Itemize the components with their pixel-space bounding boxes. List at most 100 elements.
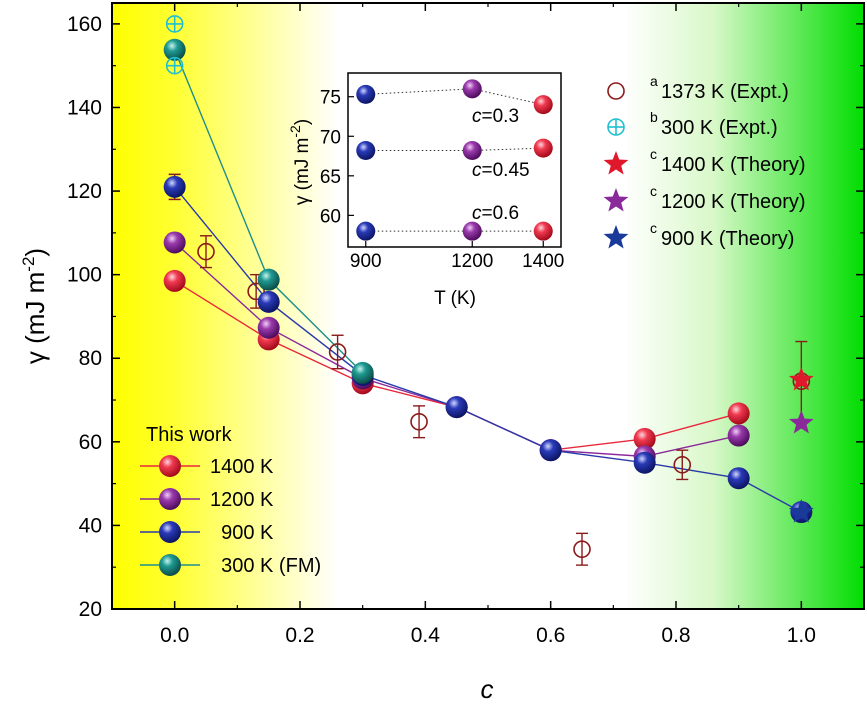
legend-label: 1373 K (Expt.) — [661, 81, 789, 103]
legend-label: 1400 K — [210, 456, 274, 478]
inset-y-tick-label: 70 — [320, 127, 341, 148]
series-2-point — [539, 439, 562, 462]
series-0-point — [727, 402, 750, 425]
watermark-text: 重庆大学图书馆 — [700, 650, 826, 671]
series-3-point — [351, 361, 374, 384]
series-3-point — [163, 38, 186, 61]
inset-y-tick-label: 60 — [320, 206, 341, 227]
legend-star-marker — [603, 188, 629, 212]
x-tick-label: 0.4 — [411, 624, 441, 647]
series-1-point — [727, 424, 750, 447]
inset-x-tick-label: 900 — [350, 251, 382, 272]
series-2-point — [445, 396, 468, 419]
y-tick-label: 140 — [67, 96, 102, 119]
expt-1373k-point — [673, 456, 692, 474]
inset-y-tick-label: 75 — [320, 88, 341, 109]
legend-star-marker — [603, 225, 629, 249]
series-2-point — [257, 290, 280, 313]
library-watermark: 重庆大学图书馆 — [667, 646, 826, 672]
series-line-2 — [174, 186, 802, 513]
legend-label: 1200 K (Theory) — [661, 191, 806, 213]
inset-point — [533, 221, 553, 241]
legend-item-expt-300k: b 300 K (Expt.) — [607, 109, 778, 139]
legend-superscript: a — [650, 73, 658, 89]
main-series-markers — [163, 15, 814, 524]
legend-superscript: c — [650, 183, 657, 199]
legend-superscript: c — [650, 146, 657, 162]
y-tick-label: 20 — [79, 598, 102, 621]
inset-y-tick-label: 65 — [320, 167, 341, 188]
watermark-logo-icon — [667, 646, 693, 672]
legend-label: 1400 K (Theory) — [661, 154, 806, 176]
legend-group-title: This work — [146, 424, 233, 446]
series-1-point — [257, 316, 280, 339]
series-0-point — [163, 269, 186, 292]
x-tick-label: 0.0 — [160, 624, 189, 647]
inset-point — [462, 141, 482, 161]
legend-theory-items: c 1400 K (Theory)c 1200 K (Theory)c 900 K (… — [603, 146, 806, 250]
y-tick-label: 100 — [67, 264, 102, 287]
legend-sphere-marker — [159, 488, 181, 510]
legend-sphere-marker — [159, 455, 181, 477]
inset-point — [533, 138, 553, 158]
x-tick-label: 0.6 — [536, 624, 565, 647]
legend-sphere-marker — [159, 521, 181, 543]
inset-point — [533, 95, 553, 115]
y-tick-label: 160 — [67, 13, 102, 36]
inset-point — [462, 79, 482, 99]
theory-star-0 — [788, 366, 814, 391]
legend-item-series-0: 1400 K — [140, 455, 274, 478]
legend-sphere-marker — [159, 554, 181, 576]
legend-superscript: b — [650, 109, 658, 125]
legend-open-circle-marker — [607, 82, 625, 100]
inset-annotation-c03: c=0.3 — [472, 106, 519, 127]
inset-point — [356, 141, 376, 161]
legend-star-marker — [603, 151, 629, 175]
legend-item-series-1: 1200 K — [140, 488, 274, 511]
inset-annotation-c045: c=0.45 — [472, 160, 530, 181]
x-axis-title: c — [481, 674, 494, 704]
legend-item-theory-1: c 1200 K (Theory) — [603, 183, 806, 213]
plot-background — [112, 3, 864, 609]
inset-markers — [356, 79, 553, 241]
inset-axes: 900 1200 1400 60 65 70 75 — [320, 88, 565, 272]
x-tick-label: 0.2 — [285, 624, 314, 647]
x-tick-label: 0.8 — [661, 624, 690, 647]
expt-1373k-point — [247, 282, 265, 301]
expt-1373k-point — [328, 343, 347, 361]
x-tick-label: 1.0 — [787, 624, 816, 647]
y-axis-title: γ (mJ m-2) — [19, 248, 50, 364]
y-tick-label: 80 — [79, 347, 102, 370]
expt-1373k-point — [197, 242, 215, 261]
inset-annotation-c06: c=0.6 — [472, 203, 519, 224]
legend-label: 300 K (FM) — [210, 555, 321, 577]
inset-x-tick-label: 1200 — [451, 251, 493, 272]
inset-x-tick-label: 1400 — [522, 251, 564, 272]
series-2-point — [633, 451, 656, 474]
legend-label: 900 K — [210, 522, 274, 544]
legend-item-series-2: 900 K — [140, 521, 274, 544]
y-tick-label: 60 — [79, 431, 102, 454]
series-1-point — [163, 231, 186, 254]
main-axes: 0.0 0.2 0.4 0.6 0.8 1.0 20 40 60 80 100 120 140 160 — [67, 3, 864, 647]
legend-literature: a 1373 K (Expt.) b 300 K (Expt.) c 1400 K… — [603, 73, 806, 250]
legend-item-theory-2: c 900 K (Theory) — [603, 220, 794, 250]
inset-frame — [347, 72, 562, 248]
inset-point — [462, 221, 482, 241]
series-2-point — [727, 467, 750, 490]
legend-item-expt-1373k: a 1373 K (Expt.) — [607, 73, 789, 103]
expt-1373k-point — [573, 540, 591, 559]
legend-item-series-3: 300 K (FM) — [140, 554, 321, 577]
series-3-point — [257, 268, 280, 291]
theory-star-1 — [788, 410, 814, 434]
legend-this-work: This work 1400 K 1200 K 900 K 300 K (FM) — [140, 424, 321, 577]
legend-label: 900 K (Theory) — [661, 228, 794, 250]
y-tick-label: 40 — [79, 514, 102, 537]
inset-point — [356, 221, 376, 241]
legend-label: 300 K (Expt.) — [661, 117, 778, 139]
series-0-point — [633, 427, 656, 450]
legend-label: 1200 K — [210, 489, 274, 511]
theory-star-2 — [788, 499, 814, 523]
